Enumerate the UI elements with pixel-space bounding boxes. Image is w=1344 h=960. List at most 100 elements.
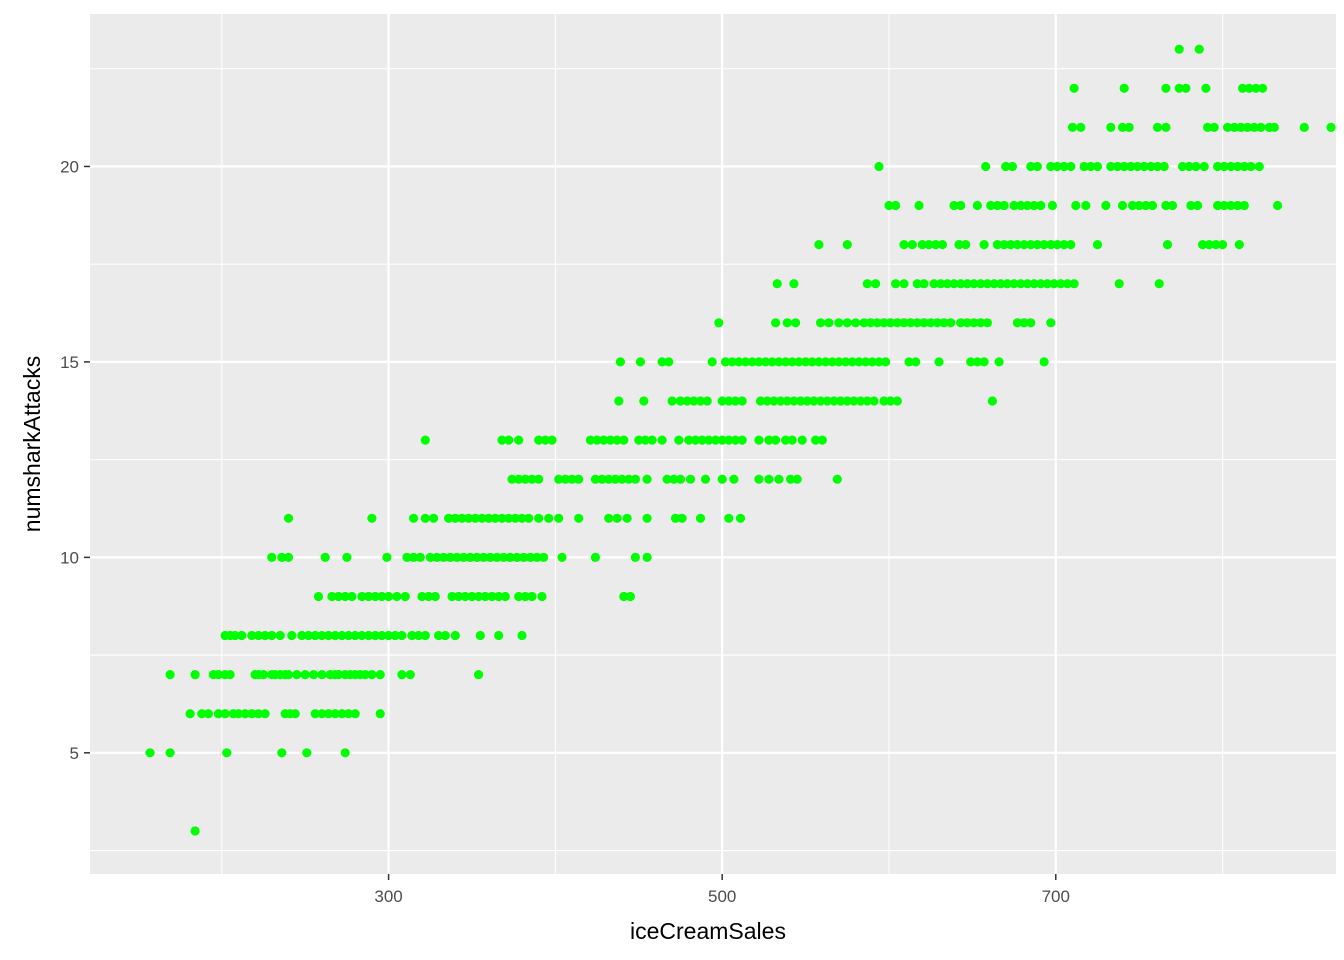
data-point xyxy=(1009,279,1019,289)
data-point xyxy=(258,670,269,680)
data-point xyxy=(689,396,699,406)
data-point xyxy=(283,670,294,680)
data-point xyxy=(862,279,872,289)
data-point xyxy=(871,279,881,289)
data-point xyxy=(447,591,457,602)
data-point xyxy=(724,396,734,406)
data-point xyxy=(754,435,764,445)
data-point xyxy=(1007,161,1018,172)
data-point xyxy=(467,591,477,602)
data-point xyxy=(734,357,744,367)
data-point xyxy=(1022,279,1032,289)
data-point xyxy=(707,357,717,367)
data-point xyxy=(1233,161,1243,172)
data-point xyxy=(787,435,797,445)
data-point xyxy=(534,474,544,484)
data-point xyxy=(425,552,435,563)
data-point xyxy=(1119,161,1129,172)
data-point xyxy=(669,474,679,484)
data-point xyxy=(504,513,514,523)
data-point xyxy=(807,357,817,367)
data-point xyxy=(1181,83,1191,93)
data-point xyxy=(497,513,507,523)
data-point xyxy=(774,474,784,484)
data-point xyxy=(292,670,302,680)
data-point xyxy=(1001,161,1011,172)
data-point xyxy=(797,435,807,445)
data-point xyxy=(989,279,999,289)
data-point xyxy=(444,513,454,523)
data-point xyxy=(1326,122,1336,132)
data-point xyxy=(514,435,524,445)
data-point xyxy=(717,396,727,406)
data-point xyxy=(1146,161,1156,172)
data-point xyxy=(450,630,460,641)
data-point xyxy=(847,357,857,367)
data-point xyxy=(874,357,884,367)
data-point xyxy=(290,709,300,719)
data-point xyxy=(614,396,624,406)
data-point xyxy=(937,240,948,250)
data-point xyxy=(939,318,949,328)
data-point xyxy=(519,552,529,563)
data-point xyxy=(764,474,774,484)
data-point xyxy=(664,357,674,367)
data-point xyxy=(976,279,986,289)
data-point xyxy=(367,513,377,523)
data-point xyxy=(942,279,953,289)
data-point xyxy=(1067,122,1078,132)
data-point xyxy=(337,709,347,719)
data-point xyxy=(854,357,864,367)
data-point xyxy=(499,552,509,563)
data-point xyxy=(507,474,517,484)
data-point xyxy=(760,357,771,367)
data-point xyxy=(604,474,614,484)
data-point xyxy=(1026,240,1036,250)
data-point xyxy=(504,435,514,445)
data-point xyxy=(465,552,475,563)
data-point xyxy=(1009,200,1019,211)
data-point xyxy=(1117,122,1128,132)
data-point xyxy=(534,513,544,523)
data-point xyxy=(730,396,741,406)
data-point xyxy=(597,474,607,484)
data-point xyxy=(514,591,524,602)
data-point xyxy=(809,396,819,406)
data-point xyxy=(524,513,534,523)
data-point xyxy=(1049,279,1059,289)
data-point xyxy=(735,513,746,523)
data-point xyxy=(560,474,571,484)
data-point xyxy=(347,591,357,602)
data-point xyxy=(457,513,467,523)
data-point xyxy=(343,630,354,641)
data-point xyxy=(999,200,1009,211)
data-point xyxy=(639,396,649,406)
data-point xyxy=(992,200,1003,211)
data-point xyxy=(267,630,277,641)
y-tick-label: 20 xyxy=(60,157,79,176)
data-point xyxy=(397,670,407,680)
data-point xyxy=(782,396,792,406)
data-point xyxy=(517,513,527,523)
x-axis-title: iceCreamSales xyxy=(630,918,786,944)
data-point xyxy=(414,630,424,641)
data-point xyxy=(1234,240,1244,250)
data-point xyxy=(302,748,312,758)
data-point xyxy=(474,591,484,602)
data-point xyxy=(931,240,941,250)
data-point xyxy=(1218,240,1228,250)
data-point xyxy=(1029,279,1039,289)
data-point xyxy=(842,396,852,406)
data-point xyxy=(1199,161,1209,172)
data-point xyxy=(592,435,602,445)
data-point xyxy=(792,474,802,484)
data-point xyxy=(987,396,998,406)
data-point xyxy=(417,591,427,602)
data-point xyxy=(1198,240,1208,250)
data-point xyxy=(976,318,986,328)
data-point xyxy=(1244,83,1254,93)
data-point xyxy=(1016,200,1026,211)
data-point xyxy=(619,435,629,445)
data-point xyxy=(791,318,801,328)
